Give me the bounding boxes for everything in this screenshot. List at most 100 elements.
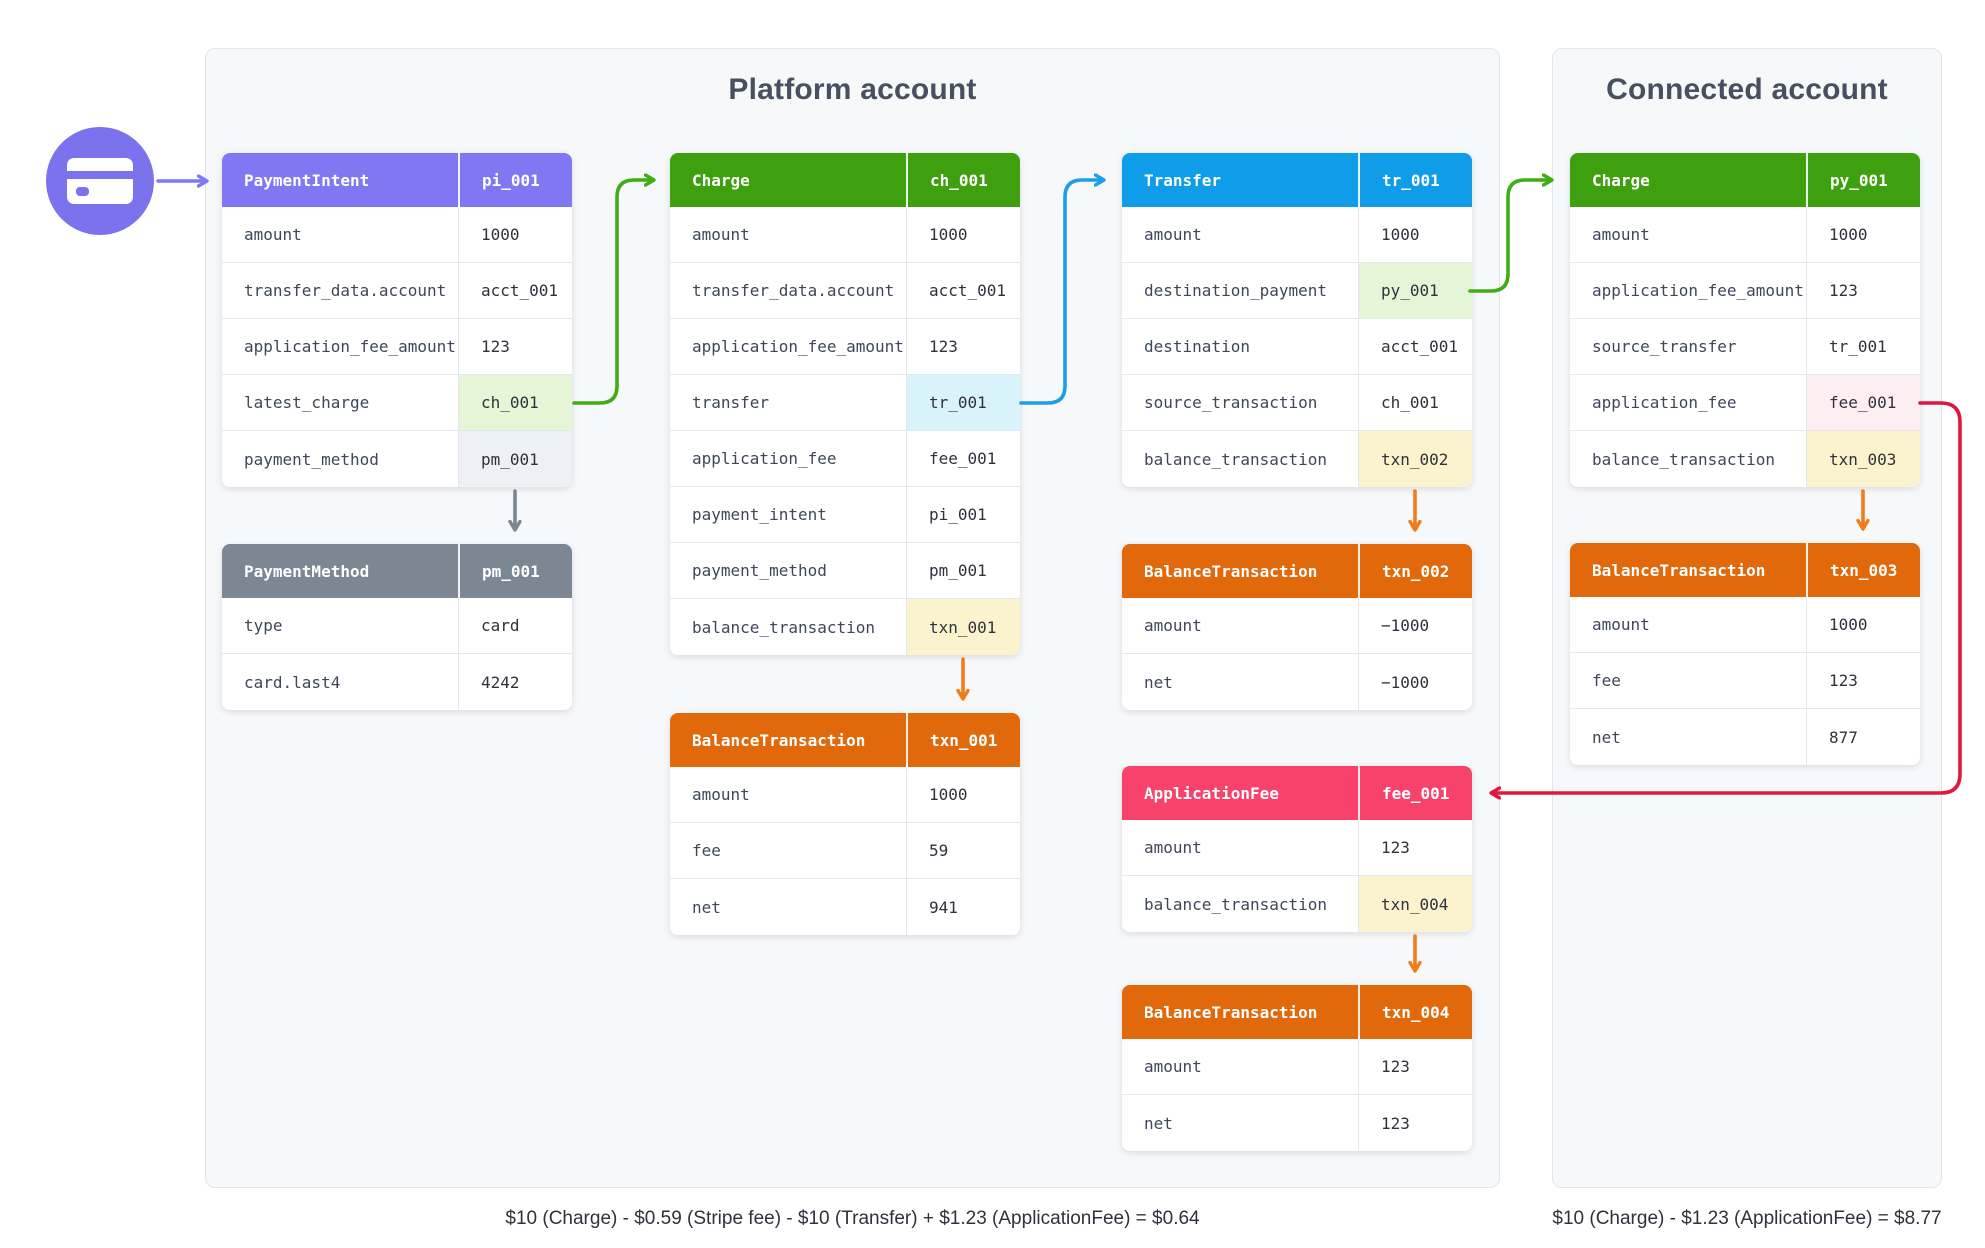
charge-connected-row-amount-key: amount — [1570, 207, 1806, 263]
charge-connected-header-id: py_001 — [1806, 153, 1920, 207]
charge-connected-row-balance_transaction-value: txn_003 — [1806, 431, 1920, 487]
charge-platform-row-balance_transaction-value: txn_001 — [906, 599, 1020, 655]
balance-transaction-txn-004-row-net-key: net — [1122, 1095, 1358, 1151]
payment-method-row-card.last4-key: card.last4 — [222, 654, 458, 710]
balance-transaction-txn-004-header-title: BalanceTransaction — [1122, 985, 1358, 1039]
balance-transaction-txn-001-header-id: txn_001 — [906, 713, 1020, 767]
payment-intent-row-latest_charge-value: ch_001 — [458, 375, 572, 431]
charge-connected-row-application_fee_amount-key: application_fee_amount — [1570, 263, 1806, 319]
charge-platform-table: Charge ch_001 amount 1000 transfer_data.acco… — [670, 153, 1020, 655]
balance-transaction-txn-001-header-title: BalanceTransaction — [670, 713, 906, 767]
charge-platform-row-balance_transaction-key: balance_transaction — [670, 599, 906, 655]
balance-transaction-txn-003-row-net-key: net — [1570, 709, 1806, 765]
balance-transaction-txn-003-row-amount-key: amount — [1570, 597, 1806, 653]
transfer-row-destination_payment-value: py_001 — [1358, 263, 1472, 319]
payment-method-header-id: pm_001 — [458, 544, 572, 598]
transfer-row-source_transaction-value: ch_001 — [1358, 375, 1472, 431]
payment-intent-row-transfer_data.account-value: acct_001 — [458, 263, 572, 319]
balance-transaction-txn-001-table: BalanceTransaction txn_001 amount 1000 fee 59… — [670, 713, 1020, 935]
payment-intent-header-id: pi_001 — [458, 153, 572, 207]
balance-transaction-txn-003-header-id: txn_003 — [1806, 543, 1920, 597]
balance-transaction-txn-004-row-amount-value: 123 — [1358, 1039, 1472, 1095]
charge-connected-header-title: Charge — [1570, 153, 1806, 207]
transfer-row-balance_transaction-key: balance_transaction — [1122, 431, 1358, 487]
transfer-row-source_transaction-key: source_transaction — [1122, 375, 1358, 431]
platform-account-title: Platform account — [728, 73, 977, 106]
transfer-header-title: Transfer — [1122, 153, 1358, 207]
payment-intent-row-payment_method-value: pm_001 — [458, 431, 572, 487]
balance-transaction-txn-002-header-id: txn_002 — [1358, 544, 1472, 598]
payment-method-row-type-key: type — [222, 598, 458, 654]
payment-intent-row-amount-key: amount — [222, 207, 458, 263]
charge-platform-row-application_fee_amount-value: 123 — [906, 319, 1020, 375]
balance-transaction-txn-003-header-title: BalanceTransaction — [1570, 543, 1806, 597]
transfer-table: Transfer tr_001 amount 1000 destination_paym… — [1122, 153, 1472, 487]
payment-intent-row-transfer_data.account-key: transfer_data.account — [222, 263, 458, 319]
payment-intent-row-amount-value: 1000 — [458, 207, 572, 263]
payment-intent-row-application_fee_amount-value: 123 — [458, 319, 572, 375]
balance-transaction-txn-004-row-net-value: 123 — [1358, 1095, 1472, 1151]
application-fee-header-id: fee_001 — [1358, 766, 1472, 820]
balance-transaction-txn-002-header-title: BalanceTransaction — [1122, 544, 1358, 598]
charge-platform-row-transfer-key: transfer — [670, 375, 906, 431]
connected-fee-math-caption: $10 (Charge) - $1.23 (ApplicationFee) = … — [1552, 1208, 1942, 1229]
balance-transaction-txn-002-row-net-key: net — [1122, 654, 1358, 710]
balance-transaction-txn-004-header-id: txn_004 — [1358, 985, 1472, 1039]
transfer-row-balance_transaction-value: txn_002 — [1358, 431, 1472, 487]
charge-platform-header-title: Charge — [670, 153, 906, 207]
balance-transaction-txn-003-row-amount-value: 1000 — [1806, 597, 1920, 653]
payment-intent-row-payment_method-key: payment_method — [222, 431, 458, 487]
application-fee-header-title: ApplicationFee — [1122, 766, 1358, 820]
charge-platform-row-amount-key: amount — [670, 207, 906, 263]
balance-transaction-txn-003-table: BalanceTransaction txn_003 amount 1000 fee 12… — [1570, 543, 1920, 765]
charge-connected-row-source_transfer-key: source_transfer — [1570, 319, 1806, 375]
charge-platform-row-application_fee-value: fee_001 — [906, 431, 1020, 487]
charge-platform-row-application_fee-key: application_fee — [670, 431, 906, 487]
payment-intent-row-application_fee_amount-key: application_fee_amount — [222, 319, 458, 375]
transfer-row-destination_payment-key: destination_payment — [1122, 263, 1358, 319]
payment-method-table: PaymentMethod pm_001 type card card.last4 424… — [222, 544, 572, 710]
balance-transaction-txn-001-row-fee-value: 59 — [906, 823, 1020, 879]
charge-platform-row-payment_method-key: payment_method — [670, 543, 906, 599]
balance-transaction-txn-002-table: BalanceTransaction txn_002 amount −1000 net −… — [1122, 544, 1472, 710]
charge-connected-row-application_fee_amount-value: 123 — [1806, 263, 1920, 319]
payment-method-row-card.last4-value: 4242 — [458, 654, 572, 710]
payment-intent-row-latest_charge-key: latest_charge — [222, 375, 458, 431]
balance-transaction-txn-003-row-fee-key: fee — [1570, 653, 1806, 709]
balance-transaction-txn-002-row-amount-key: amount — [1122, 598, 1358, 654]
balance-transaction-txn-001-row-amount-value: 1000 — [906, 767, 1020, 823]
transfer-row-amount-value: 1000 — [1358, 207, 1472, 263]
charge-platform-row-transfer_data.account-key: transfer_data.account — [670, 263, 906, 319]
charge-platform-row-transfer-value: tr_001 — [906, 375, 1020, 431]
charge-connected-row-application_fee-key: application_fee — [1570, 375, 1806, 431]
balance-transaction-txn-001-row-net-value: 941 — [906, 879, 1020, 935]
transfer-row-destination-key: destination — [1122, 319, 1358, 375]
charge-connected-row-amount-value: 1000 — [1806, 207, 1920, 263]
transfer-row-destination-value: acct_001 — [1358, 319, 1472, 375]
platform-fee-math-caption: $10 (Charge) - $0.59 (Stripe fee) - $10 … — [505, 1208, 1200, 1229]
payment-intent-header-title: PaymentIntent — [222, 153, 458, 207]
application-fee-table: ApplicationFee fee_001 amount 123 balance_tr… — [1122, 766, 1472, 932]
charge-platform-row-payment_method-value: pm_001 — [906, 543, 1020, 599]
balance-transaction-txn-003-row-net-value: 877 — [1806, 709, 1920, 765]
charge-platform-header-id: ch_001 — [906, 153, 1020, 207]
charge-platform-row-payment_intent-value: pi_001 — [906, 487, 1020, 543]
balance-transaction-txn-001-row-net-key: net — [670, 879, 906, 935]
payment-intent-table: PaymentIntent pi_001 amount 1000 transfer_da… — [222, 153, 572, 487]
charge-connected-row-balance_transaction-key: balance_transaction — [1570, 431, 1806, 487]
charge-platform-row-amount-value: 1000 — [906, 207, 1020, 263]
charge-platform-row-payment_intent-key: payment_intent — [670, 487, 906, 543]
application-fee-row-balance_transaction-key: balance_transaction — [1122, 876, 1358, 932]
charge-connected-row-application_fee-value: fee_001 — [1806, 375, 1920, 431]
charge-connected-row-source_transfer-value: tr_001 — [1806, 319, 1920, 375]
application-fee-row-balance_transaction-value: txn_004 — [1358, 876, 1472, 932]
balance-transaction-txn-003-row-fee-value: 123 — [1806, 653, 1920, 709]
application-fee-row-amount-value: 123 — [1358, 820, 1472, 876]
balance-transaction-txn-004-table: BalanceTransaction txn_004 amount 123 net 123 — [1122, 985, 1472, 1151]
payment-method-header-title: PaymentMethod — [222, 544, 458, 598]
charge-connected-table: Charge py_001 amount 1000 application_fee_am… — [1570, 153, 1920, 487]
payment-method-row-type-value: card — [458, 598, 572, 654]
transfer-header-id: tr_001 — [1358, 153, 1472, 207]
application-fee-row-amount-key: amount — [1122, 820, 1358, 876]
